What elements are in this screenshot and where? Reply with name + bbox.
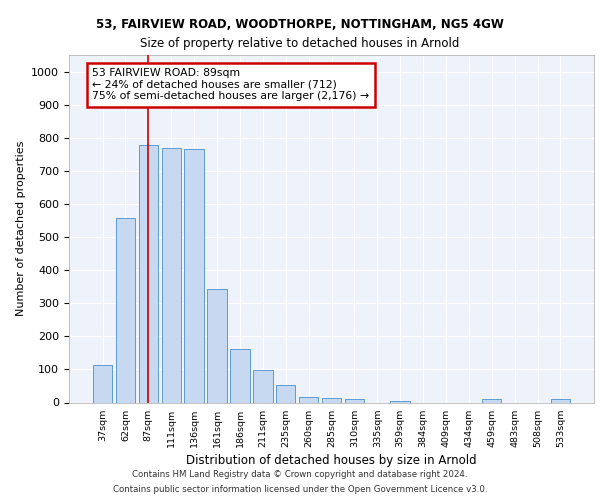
Bar bbox=[230, 348, 250, 403]
Bar bbox=[184, 150, 204, 402]
Bar bbox=[253, 370, 272, 402]
Bar bbox=[276, 386, 295, 402]
Text: 53, FAIRVIEW ROAD, WOODTHORPE, NOTTINGHAM, NG5 4GW: 53, FAIRVIEW ROAD, WOODTHORPE, NOTTINGHA… bbox=[96, 18, 504, 30]
Bar bbox=[161, 148, 181, 402]
Bar bbox=[299, 396, 319, 402]
Bar bbox=[322, 398, 341, 402]
Bar bbox=[116, 218, 135, 402]
Bar bbox=[93, 366, 112, 403]
Bar bbox=[139, 145, 158, 403]
Y-axis label: Number of detached properties: Number of detached properties bbox=[16, 141, 26, 316]
Text: Contains HM Land Registry data © Crown copyright and database right 2024.: Contains HM Land Registry data © Crown c… bbox=[132, 470, 468, 479]
Bar bbox=[482, 399, 502, 402]
Bar bbox=[551, 399, 570, 402]
Bar bbox=[391, 401, 410, 402]
Text: Size of property relative to detached houses in Arnold: Size of property relative to detached ho… bbox=[140, 38, 460, 51]
Text: Contains public sector information licensed under the Open Government Licence v3: Contains public sector information licen… bbox=[113, 485, 487, 494]
X-axis label: Distribution of detached houses by size in Arnold: Distribution of detached houses by size … bbox=[186, 454, 477, 467]
Text: 53 FAIRVIEW ROAD: 89sqm
← 24% of detached houses are smaller (712)
75% of semi-d: 53 FAIRVIEW ROAD: 89sqm ← 24% of detache… bbox=[92, 68, 370, 102]
Bar bbox=[208, 289, 227, 403]
Bar bbox=[344, 399, 364, 402]
